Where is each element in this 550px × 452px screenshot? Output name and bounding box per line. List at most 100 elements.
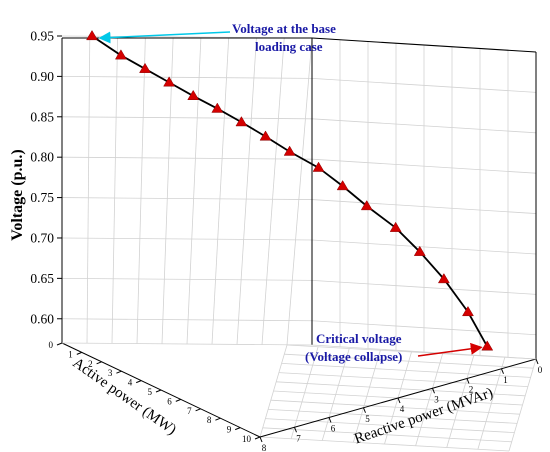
reactive-power-tick (294, 427, 297, 433)
active-power-tick (195, 408, 201, 412)
active-power-tick (136, 380, 142, 384)
annotation-critical-voltage-text: (Voltage collapse) (305, 349, 402, 364)
chart-annotations: Voltage at the base loading case Critical … (98, 21, 483, 364)
reactive-power-tick-label: 1 (503, 375, 508, 385)
box-back-right-floor-edge (311, 344, 537, 360)
data-point-marker (437, 273, 450, 284)
reactive-power-tick-label: 2 (469, 385, 474, 395)
data-point-marker (211, 102, 224, 113)
active-power-tick-label: 5 (148, 387, 153, 397)
left-wall-grid-v-3 (136, 37, 146, 344)
floor-grid-reactive-6 (446, 355, 475, 448)
data-point-marker (360, 200, 373, 211)
active-power-tick-label: 6 (167, 396, 172, 406)
reactive-power-tick-label: 5 (365, 414, 370, 424)
reactive-power-tick (501, 368, 504, 374)
left-wall-grid-v-4 (161, 37, 174, 344)
chart-ticks: 0.95 0.90 0.85 0.80 0.75 0.70 0.65 0.60 0 1 2 3 4 5 6 7… (30, 29, 542, 452)
left-wall-grid-h-6 (61, 277, 313, 281)
data-point-marker (114, 49, 127, 60)
reactive-power-axis-title: Reactive power (MVAr) (352, 385, 495, 448)
chart-axis-titles: Voltage (p.u.) Active power (MW) Reactiv… (9, 149, 495, 447)
left-wall-grid-h-7 (61, 318, 313, 322)
reactive-power-tick-label: 0 (538, 365, 543, 375)
reactive-power-tick-label: 8 (262, 443, 267, 452)
annotation-arrow-critical-voltage (417, 342, 483, 357)
active-power-tick (155, 389, 162, 393)
floor-grid-reactive-8 (508, 358, 537, 452)
active-power-tick (116, 370, 122, 374)
reactive-power-tick (363, 407, 366, 413)
box-top-right-edge (311, 37, 537, 53)
y-axis-title: Voltage (p.u.) (9, 149, 26, 240)
chart-series (86, 30, 494, 351)
active-power-tick (175, 398, 181, 402)
data-point-marker (389, 221, 402, 232)
chart-axes (61, 37, 537, 438)
reactive-power-tick-label: 6 (331, 424, 336, 434)
left-wall-grid-v-7 (236, 37, 257, 345)
reactive-power-tick (397, 397, 401, 404)
y-tick-label: 0.75 (30, 190, 54, 205)
floor-grid-reactive-1 (290, 346, 319, 439)
annotation-base-case-text: loading case (255, 39, 323, 54)
active-power-tick (215, 417, 221, 421)
data-point-marker (139, 62, 151, 73)
y-tick-label: 0.85 (30, 109, 54, 124)
reactive-power-tick-label: 3 (434, 394, 439, 404)
active-power-tick (56, 342, 63, 346)
y-tick-label: 0.80 (30, 150, 54, 165)
annotation-base-case-text: Voltage at the base (232, 21, 336, 36)
left-wall-grid-v-1 (86, 37, 91, 344)
data-point-marker (336, 180, 349, 191)
active-power-tick-label: 7 (187, 406, 192, 416)
active-power-tick (76, 351, 82, 355)
active-power-tick (254, 436, 261, 440)
left-wall-grid-v-6 (211, 37, 230, 345)
left-wall-grid-h-3 (61, 156, 313, 160)
floor-grid-reactive-3 (352, 350, 381, 443)
floor-grid-reactive-7 (477, 357, 506, 450)
left-wall-grid-v-5 (186, 37, 202, 345)
reactive-power-tick (432, 388, 435, 394)
reactive-power-tick-label: 7 (296, 433, 301, 443)
reactive-power-tick (466, 378, 470, 384)
annotation-critical-voltage-text: Critical voltage (316, 331, 402, 346)
data-point-marker (481, 340, 494, 351)
left-wall-grid-h-4 (61, 197, 313, 200)
active-power-tick-label: 10 (242, 434, 252, 444)
floor-grid-reactive-5 (415, 353, 444, 446)
data-point-marker (259, 130, 272, 141)
active-power-tick (96, 361, 102, 365)
y-tick-label: 0.95 (30, 29, 54, 44)
data-point-marker (413, 245, 426, 256)
reactive-power-tick (259, 436, 263, 443)
reactive-power-tick-label: 4 (400, 404, 405, 414)
data-point-marker (86, 30, 98, 41)
left-wall-grid-h-5 (61, 237, 313, 241)
reactive-power-tick (328, 417, 332, 423)
data-point-marker (163, 76, 176, 87)
box-back-left-floor-edge (61, 342, 313, 346)
left-wall-grid-v-2 (111, 37, 118, 344)
active-power-tick (235, 427, 241, 431)
data-point-marker (235, 116, 248, 127)
left-wall-grid-h-2 (61, 116, 313, 120)
y-tick-label: 0.90 (30, 69, 54, 84)
data-point-marker (283, 145, 296, 156)
y-tick-label: 0.65 (30, 271, 54, 286)
active-power-tick-label: 9 (227, 425, 232, 435)
reactive-power-tick (535, 358, 539, 365)
chart-grid (61, 35, 537, 452)
active-power-tick-label: 4 (128, 378, 133, 388)
data-point-marker (312, 161, 325, 172)
active-power-tick-label: 3 (108, 368, 113, 378)
left-wall-grid-v-9 (286, 37, 313, 346)
active-power-tick-label: 1 (68, 349, 73, 359)
series-line (91, 35, 488, 347)
floor-grid-reactive-2 (321, 348, 350, 441)
annotation-arrow-base-case (98, 31, 231, 44)
y-tick-label: 0.60 (30, 311, 54, 326)
left-wall-grid-h-1 (61, 75, 313, 79)
